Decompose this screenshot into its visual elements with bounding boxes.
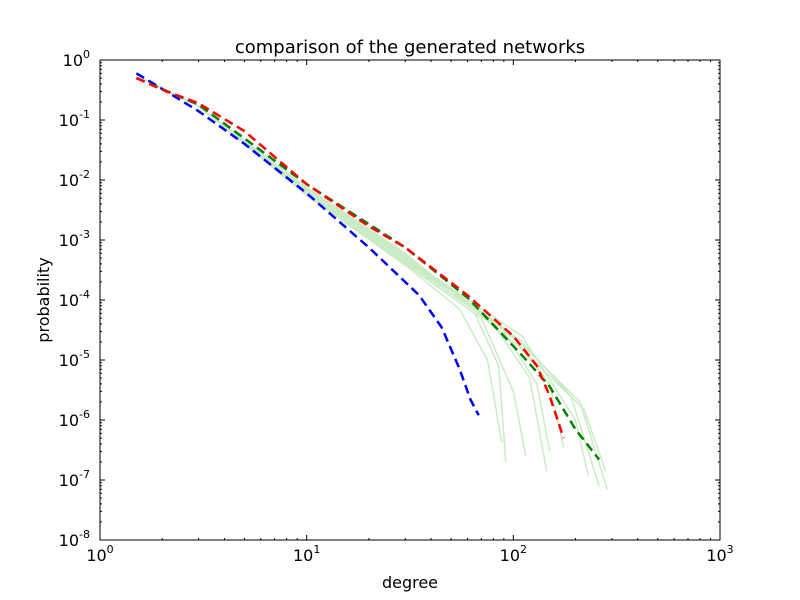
dashed-series-line-10 xyxy=(135,72,480,416)
dashed-series-line-12 xyxy=(135,76,565,439)
x-axis-label: degree xyxy=(382,573,438,592)
chart-title: comparison of the generated networks xyxy=(235,37,585,58)
y-axis-label: probability xyxy=(34,257,53,342)
simulated-series-line-9 xyxy=(136,74,607,472)
series-layer xyxy=(135,72,609,490)
dashed-series-line-11 xyxy=(135,76,601,461)
